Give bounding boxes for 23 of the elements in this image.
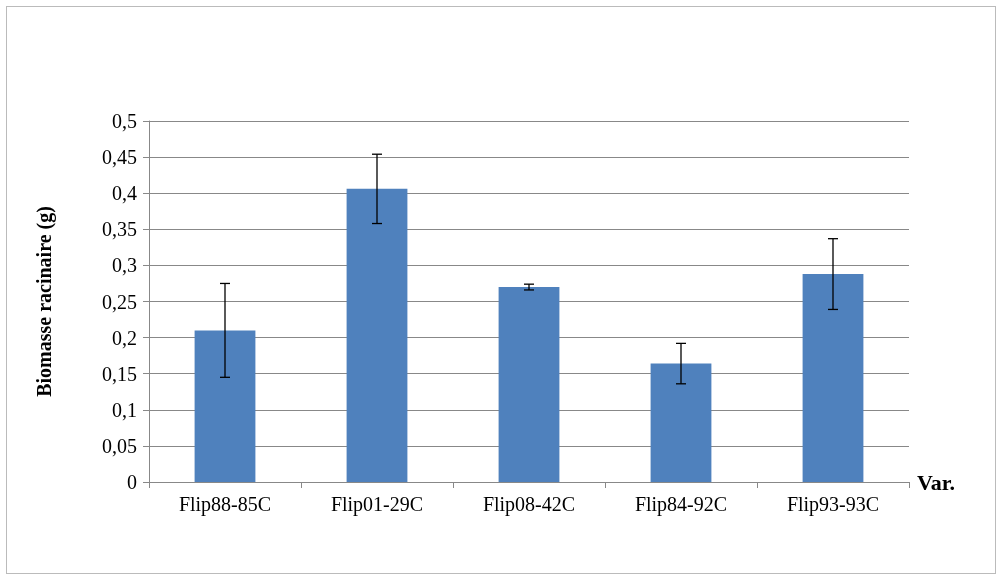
y-tick-label: 0,45 <box>102 146 137 169</box>
y-tick-label: 0 <box>127 471 137 493</box>
x-tick-label: Flip08-42C <box>482 493 576 516</box>
x-tick-label: Flip88-85C <box>178 493 272 516</box>
y-tick-label: 0,3 <box>112 254 137 277</box>
y-tick-label: 0,35 <box>102 218 137 241</box>
bar <box>346 188 408 482</box>
y-tick-label: 0,2 <box>112 326 137 349</box>
y-tick-label: 0,25 <box>102 290 137 313</box>
x-tick-label: Flip84-92C <box>634 493 728 516</box>
bar <box>498 287 560 482</box>
y-tick-label: 0,5 <box>112 110 137 132</box>
bar <box>802 274 864 482</box>
x-axis-title: Var. <box>917 469 956 495</box>
y-axis-title: Biomasse racinaire (g) <box>33 206 56 397</box>
y-tick-label: 0,1 <box>112 398 137 421</box>
bar <box>650 363 712 482</box>
y-tick-label: 0,4 <box>112 182 137 205</box>
y-tick-label: 0,15 <box>102 362 137 385</box>
x-tick-label: Flip93-93C <box>786 493 880 516</box>
x-tick-label: Flip01-29C <box>330 493 424 516</box>
bar <box>194 330 256 482</box>
y-tick-label: 0,05 <box>102 434 137 457</box>
